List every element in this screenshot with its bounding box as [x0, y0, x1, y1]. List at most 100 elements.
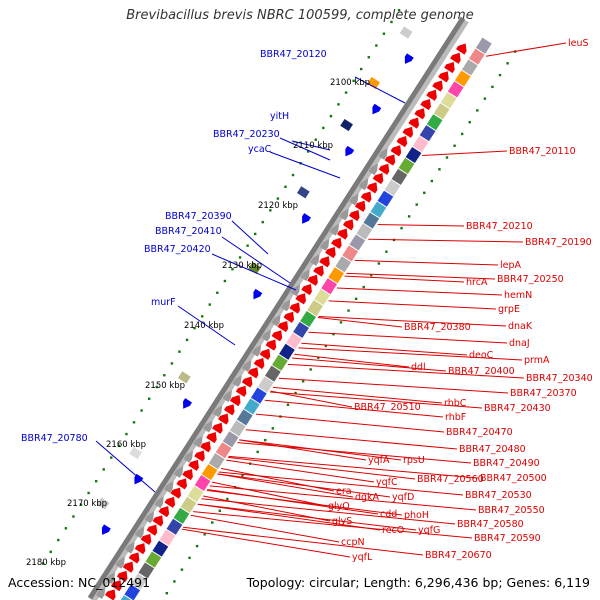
gene-label-right[interactable]: BBR47_20470 [446, 427, 513, 438]
gene-label-right[interactable]: ccpN [341, 537, 365, 548]
leader-line [354, 259, 499, 266]
gene-label-left[interactable]: murF [151, 297, 176, 308]
tick-dot [291, 173, 295, 177]
gene-label-right[interactable]: phoH [404, 510, 429, 521]
gene-feature [319, 238, 330, 251]
gene-label-left[interactable]: BBR47_20390 [165, 211, 232, 222]
gene-feature [222, 390, 232, 403]
gene-label-right[interactable]: BBR47_20400 [448, 366, 515, 377]
gene-label-right[interactable]: rhbC [444, 398, 467, 409]
gene-label-right[interactable]: BBR47_20500 [480, 473, 547, 484]
tick-dot [468, 120, 471, 124]
tick-dot [226, 497, 229, 501]
gene-label-right[interactable]: yqfL [352, 552, 373, 563]
gene-label-left[interactable]: BBR47_20420 [144, 244, 211, 255]
gene-label-right[interactable]: BBR47_20430 [484, 403, 551, 414]
gene-label-right[interactable]: BBR47_20590 [474, 533, 541, 544]
gene-label-right[interactable]: grpE [498, 304, 520, 315]
tick-dot [110, 456, 113, 459]
gene-feature [241, 376, 253, 388]
tick-dot [223, 279, 227, 283]
gene-label-right[interactable]: BBR47_20340 [526, 373, 593, 384]
tick-dot [170, 362, 174, 365]
gene-label-right[interactable]: BBR47_20210 [466, 221, 533, 232]
gene-block [166, 518, 183, 535]
gene-block [426, 114, 443, 131]
gene-feature [259, 348, 271, 360]
gene-block [461, 59, 478, 76]
tick-dot [132, 421, 136, 424]
gene-block [96, 497, 110, 510]
tick-dot [390, 20, 393, 24]
tick-dot [423, 191, 426, 195]
gene-label-right[interactable]: BBR47_20550 [478, 505, 545, 516]
gene-feature [193, 435, 203, 448]
gene-label-left[interactable]: BBR47_20120 [260, 49, 327, 60]
gene-label-right[interactable]: BBR47_20670 [425, 550, 492, 561]
gene-label-left[interactable]: BBR47_20410 [155, 226, 222, 237]
gene-label-right[interactable]: yqfA [368, 455, 390, 466]
gene-label-right[interactable]: rpsU [403, 455, 425, 466]
leader-line [344, 275, 465, 283]
gene-block [250, 387, 267, 404]
gene-label-left[interactable]: yitH [270, 111, 289, 122]
leader-line [328, 300, 497, 310]
gene-feature [302, 213, 311, 224]
gene-label-left[interactable]: BBR47_20230 [213, 129, 280, 140]
gene-block [328, 267, 345, 284]
gene-label-left[interactable]: ycaC [248, 144, 272, 155]
gene-label-right[interactable]: BBR47_20530 [465, 490, 532, 501]
gene-label-right[interactable]: cdd [380, 509, 397, 520]
leader-line [301, 342, 468, 356]
gene-feature [265, 339, 277, 351]
gene-block [215, 442, 232, 459]
gene-label-right[interactable]: BBR47_20250 [497, 274, 564, 285]
gene-label-right[interactable]: yqfG [418, 525, 440, 536]
tick-dot [324, 344, 328, 348]
tick-dot [64, 527, 68, 530]
gene-label-right[interactable]: BBR47_20490 [473, 458, 540, 469]
scale-label: 2170 kbp [67, 499, 107, 509]
gene-label-right[interactable]: era [336, 486, 352, 497]
gene-feature [223, 404, 235, 416]
gene-label-left[interactable]: BBR47_20780 [21, 433, 88, 444]
gene-label-right[interactable]: deoC [469, 350, 494, 361]
leader-line [287, 363, 525, 379]
gene-label-right[interactable]: BBR47_20560 [417, 474, 484, 485]
gene-label-right[interactable]: BBR47_20190 [525, 237, 592, 248]
gene-label-right[interactable]: glyS [332, 516, 352, 527]
gene-feature [310, 253, 320, 266]
gene-label-right[interactable]: yqfC [376, 477, 398, 488]
gene-label-right[interactable]: BBR47_20380 [404, 322, 471, 333]
tick-dot [41, 562, 45, 565]
gene-label-right[interactable]: yqfD [392, 492, 414, 503]
gene-label-right[interactable]: rhbF [445, 412, 466, 423]
gene-label-right[interactable]: hrcA [466, 277, 488, 288]
gene-feature [134, 543, 146, 555]
leader-line [190, 514, 340, 543]
gene-label-right[interactable]: dnaK [508, 321, 533, 332]
gene-label-right[interactable]: recO [382, 525, 404, 536]
gene-feature [349, 193, 359, 206]
map-title: Brevibacillus brevis NBRC 100599, comple… [126, 8, 474, 23]
gene-feature [218, 413, 229, 425]
tick-dot [476, 109, 479, 112]
gene-label-right[interactable]: prmA [524, 355, 550, 366]
gene-label-right[interactable]: glyQ [328, 501, 350, 512]
gene-label-right[interactable]: dgkA [355, 492, 380, 503]
gene-label-right[interactable]: ddl [411, 362, 426, 373]
gene-feature [444, 61, 455, 74]
gene-label-right[interactable]: hemN [504, 290, 532, 301]
gene-feature [176, 478, 187, 490]
gene-feature [104, 589, 116, 600]
gene-label-right[interactable]: BBR47_20110 [509, 146, 576, 157]
gene-label-right[interactable]: dnaJ [509, 338, 530, 349]
gene-label-right[interactable]: BBR47_20510 [354, 402, 421, 413]
gene-feature [251, 344, 262, 357]
gene-label-right[interactable]: BBR47_20580 [457, 519, 524, 530]
gene-label-right[interactable]: BBR47_20370 [510, 388, 577, 399]
gene-label-right[interactable]: leuS [568, 38, 589, 49]
gene-label-right[interactable]: BBR47_20480 [459, 444, 526, 455]
leader-line [279, 137, 331, 161]
gene-label-right[interactable]: lepA [500, 260, 522, 271]
